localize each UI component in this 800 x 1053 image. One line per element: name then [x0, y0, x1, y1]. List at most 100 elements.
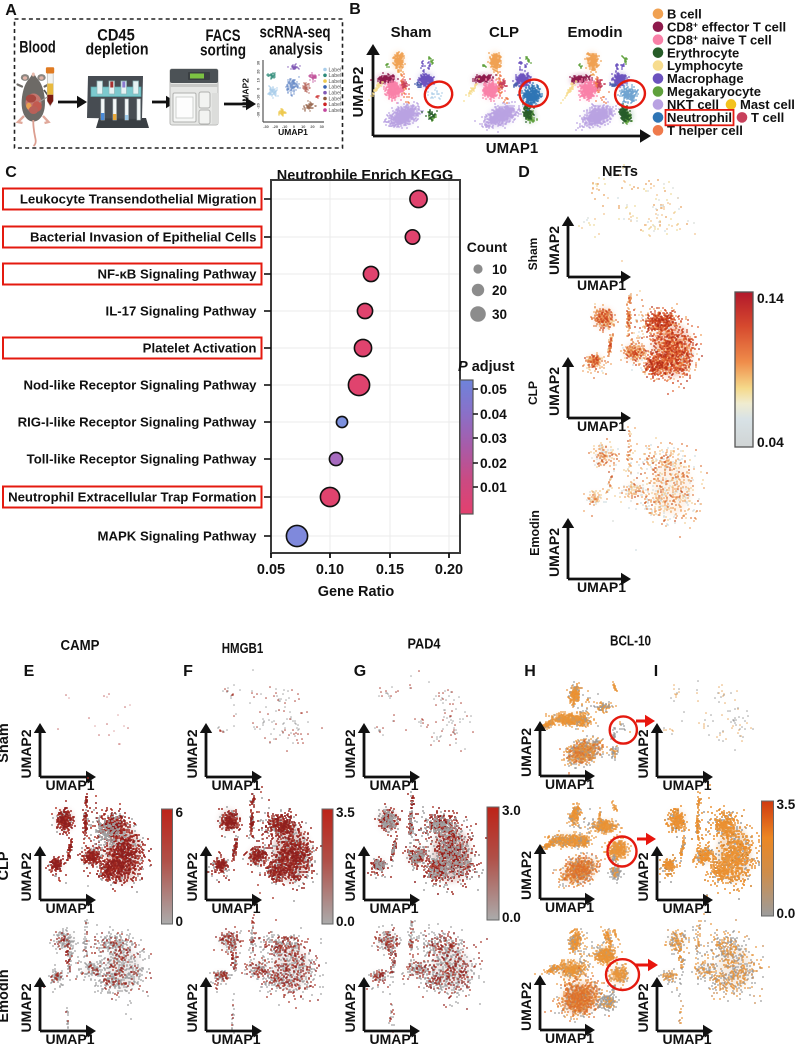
svg-text:UMAP2: UMAP2: [18, 983, 34, 1032]
svg-text:UMAP2: UMAP2: [342, 852, 358, 901]
svg-text:IL-17 Signaling Pathway: IL-17 Signaling Pathway: [106, 304, 258, 319]
svg-text:Label: Label: [329, 91, 342, 97]
svg-text:Label: Label: [329, 73, 342, 79]
svg-text:C: C: [5, 164, 17, 181]
svg-text:10: 10: [301, 125, 305, 129]
svg-text:10: 10: [257, 78, 261, 82]
svg-text:Blood: Blood: [19, 39, 56, 57]
svg-text:sorting: sorting: [200, 42, 246, 60]
svg-text:UMAP2: UMAP2: [184, 852, 200, 901]
svg-text:3.5: 3.5: [336, 805, 355, 820]
svg-text:UMAP1: UMAP1: [278, 127, 308, 137]
svg-text:6: 6: [176, 805, 184, 820]
svg-text:scRNA-seq: scRNA-seq: [260, 24, 331, 42]
svg-text:0.05: 0.05: [257, 562, 285, 578]
svg-text:0.04: 0.04: [757, 435, 784, 450]
svg-text:0.05: 0.05: [480, 382, 507, 397]
svg-text:Mast cell: Mast cell: [740, 97, 795, 112]
svg-text:BCL-10: BCL-10: [610, 634, 651, 650]
svg-text:UMAP1: UMAP1: [369, 1031, 418, 1047]
svg-text:CLP: CLP: [526, 381, 540, 405]
svg-text:Sham: Sham: [526, 238, 540, 271]
svg-text:20: 20: [257, 69, 261, 73]
svg-text:UMAP1: UMAP1: [45, 900, 94, 916]
svg-text:UMAP2: UMAP2: [342, 983, 358, 1032]
svg-text:UMAP1: UMAP1: [545, 776, 594, 792]
svg-text:Lymphocyte: Lymphocyte: [667, 58, 743, 73]
svg-text:0.20: 0.20: [435, 562, 463, 578]
svg-text:UMAP1: UMAP1: [211, 1031, 260, 1047]
svg-text:UMAP2: UMAP2: [546, 367, 562, 416]
svg-text:UMAP2: UMAP2: [518, 851, 534, 900]
svg-text:E: E: [24, 663, 35, 680]
svg-text:H: H: [524, 663, 536, 680]
svg-text:-20: -20: [257, 103, 261, 109]
svg-text:HMGB1: HMGB1: [222, 641, 264, 657]
svg-text:analysis: analysis: [269, 41, 323, 59]
svg-text:Label: Label: [329, 96, 342, 102]
svg-text:UMAP1: UMAP1: [369, 900, 418, 916]
svg-text:Label: Label: [329, 108, 342, 114]
svg-text:UMAP1: UMAP1: [662, 900, 711, 916]
svg-text:UMAP1: UMAP1: [369, 777, 418, 793]
svg-text:3.5: 3.5: [777, 797, 796, 812]
svg-text:-10: -10: [282, 125, 288, 129]
svg-text:UMAP2: UMAP2: [184, 983, 200, 1032]
svg-text:T helper cell: T helper cell: [667, 123, 743, 138]
svg-text:UMAP1: UMAP1: [211, 900, 260, 916]
svg-text:Platelet Activation: Platelet Activation: [143, 341, 257, 356]
svg-text:Label: Label: [329, 102, 342, 108]
svg-text:20: 20: [492, 283, 507, 298]
svg-text:Sham: Sham: [0, 723, 12, 763]
svg-text:A: A: [5, 2, 17, 19]
svg-text:FACS: FACS: [206, 27, 241, 45]
svg-text:0.10: 0.10: [316, 562, 344, 578]
svg-text:UMAP1: UMAP1: [577, 277, 626, 293]
svg-text:Gene Ratio: Gene Ratio: [318, 584, 395, 600]
svg-text:UMAP2: UMAP2: [18, 852, 34, 901]
svg-text:UMAP1: UMAP1: [486, 140, 539, 157]
svg-text:Count: Count: [467, 239, 508, 255]
svg-text:depletion: depletion: [86, 41, 149, 59]
svg-text:3.0: 3.0: [502, 803, 521, 818]
svg-text:UMAP2: UMAP2: [241, 78, 251, 108]
svg-text:MAPK Signaling Pathway: MAPK Signaling Pathway: [97, 529, 257, 544]
svg-text:UMAP2: UMAP2: [351, 67, 367, 118]
svg-text:NETs: NETs: [602, 164, 638, 180]
svg-text:Leukocyte Transendothelial Mig: Leukocyte Transendothelial Migration: [20, 192, 257, 207]
svg-text:T cell: T cell: [751, 110, 784, 125]
svg-text:CLP: CLP: [489, 24, 519, 41]
svg-text:Bacterial Invasion of Epitheli: Bacterial Invasion of Epithelial Cells: [30, 230, 256, 245]
svg-text:UMAP1: UMAP1: [662, 1031, 711, 1047]
svg-text:UMAP1: UMAP1: [45, 1031, 94, 1047]
svg-text:30: 30: [492, 307, 507, 322]
svg-text:Neutrophil: Neutrophil: [667, 110, 732, 125]
svg-text:30: 30: [320, 125, 324, 129]
svg-text:0: 0: [293, 125, 295, 129]
svg-text:Emodin: Emodin: [568, 24, 623, 41]
svg-text:NKT cell: NKT cell: [667, 97, 719, 112]
svg-text:UMAP2: UMAP2: [342, 729, 358, 778]
svg-text:UMAP1: UMAP1: [577, 579, 626, 595]
svg-text:0.14: 0.14: [757, 291, 784, 306]
svg-text:Toll-like Receptor Signaling P: Toll-like Receptor Signaling Pathway: [27, 452, 258, 467]
svg-text:B cell: B cell: [667, 6, 702, 21]
svg-text:RIG-I-like Receptor Signaling: RIG-I-like Receptor Signaling Pathway: [18, 415, 258, 430]
svg-text:0.0: 0.0: [336, 914, 355, 929]
svg-text:20: 20: [310, 125, 314, 129]
svg-text:B: B: [349, 1, 361, 18]
svg-text:UMAP1: UMAP1: [545, 899, 594, 915]
svg-text:0: 0: [176, 914, 184, 929]
svg-text:CD45: CD45: [97, 27, 135, 45]
svg-text:Macrophage: Macrophage: [667, 71, 744, 86]
svg-text:F: F: [183, 663, 193, 680]
svg-text:Nod-like Receptor Signaling Pa: Nod-like Receptor Signaling Pathway: [23, 378, 257, 393]
svg-text:Erythrocyte: Erythrocyte: [667, 45, 739, 60]
svg-text:-10: -10: [257, 95, 261, 101]
svg-text:UMAP1: UMAP1: [662, 777, 711, 793]
svg-text:Label: Label: [329, 67, 342, 73]
svg-text:UMAP2: UMAP2: [546, 528, 562, 577]
svg-text:UMAP2: UMAP2: [518, 982, 534, 1031]
svg-text:-30: -30: [257, 112, 261, 118]
svg-text:G: G: [354, 663, 366, 680]
